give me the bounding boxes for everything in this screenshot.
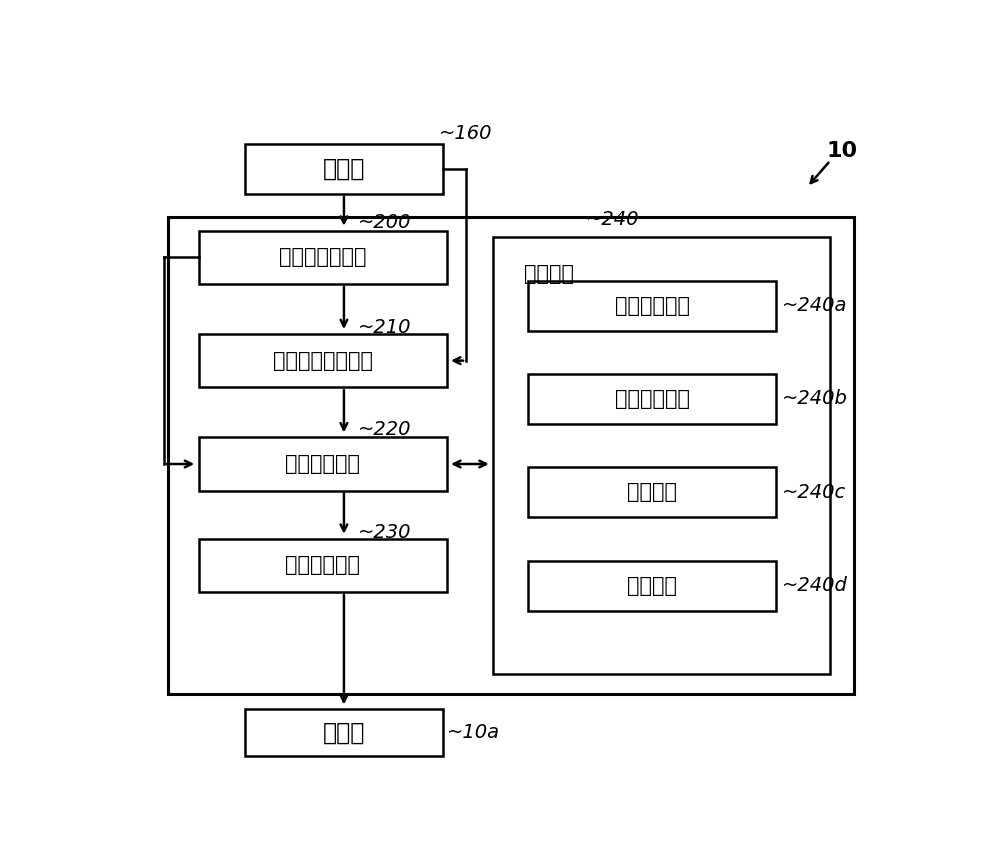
Text: 输入结束阈値: 输入结束阈値 bbox=[614, 389, 690, 409]
Bar bbox=[199, 230, 447, 284]
Text: ~240c: ~240c bbox=[782, 482, 846, 501]
Text: 按下力获取单元: 按下力获取单元 bbox=[279, 248, 366, 268]
Text: ~210: ~210 bbox=[358, 318, 411, 337]
Bar bbox=[528, 560, 776, 611]
Text: 输入开始阈値: 输入开始阈値 bbox=[614, 295, 690, 315]
Text: 第一阈値: 第一阈値 bbox=[627, 482, 677, 502]
Text: ~240d: ~240d bbox=[782, 576, 848, 595]
Bar bbox=[199, 437, 447, 491]
Text: ~220: ~220 bbox=[358, 420, 411, 439]
Text: 控制器: 控制器 bbox=[323, 157, 365, 181]
Text: 第二阈値: 第二阈値 bbox=[627, 576, 677, 596]
Bar bbox=[528, 468, 776, 517]
Text: 显示屏: 显示屏 bbox=[323, 721, 365, 745]
Text: ~240b: ~240b bbox=[782, 389, 848, 408]
Text: ~230: ~230 bbox=[358, 522, 411, 541]
Text: ~200: ~200 bbox=[358, 213, 411, 232]
Text: ~10a: ~10a bbox=[447, 723, 500, 742]
Text: ~160: ~160 bbox=[439, 125, 492, 144]
Bar bbox=[168, 217, 854, 694]
Bar bbox=[493, 237, 830, 674]
Text: ~240a: ~240a bbox=[782, 296, 848, 315]
Text: 存储单元: 存储单元 bbox=[524, 264, 574, 284]
Text: ~240: ~240 bbox=[586, 210, 640, 229]
Text: 10: 10 bbox=[826, 140, 858, 160]
Bar bbox=[245, 144, 443, 194]
Text: 输入位置获取单元: 输入位置获取单元 bbox=[273, 351, 373, 371]
Bar bbox=[245, 709, 443, 756]
Text: 显示控制单元: 显示控制单元 bbox=[285, 555, 360, 575]
Bar bbox=[199, 334, 447, 387]
Bar bbox=[528, 281, 776, 331]
Bar bbox=[528, 374, 776, 424]
Text: 输入控制单元: 输入控制单元 bbox=[285, 454, 360, 474]
Bar bbox=[199, 539, 447, 592]
